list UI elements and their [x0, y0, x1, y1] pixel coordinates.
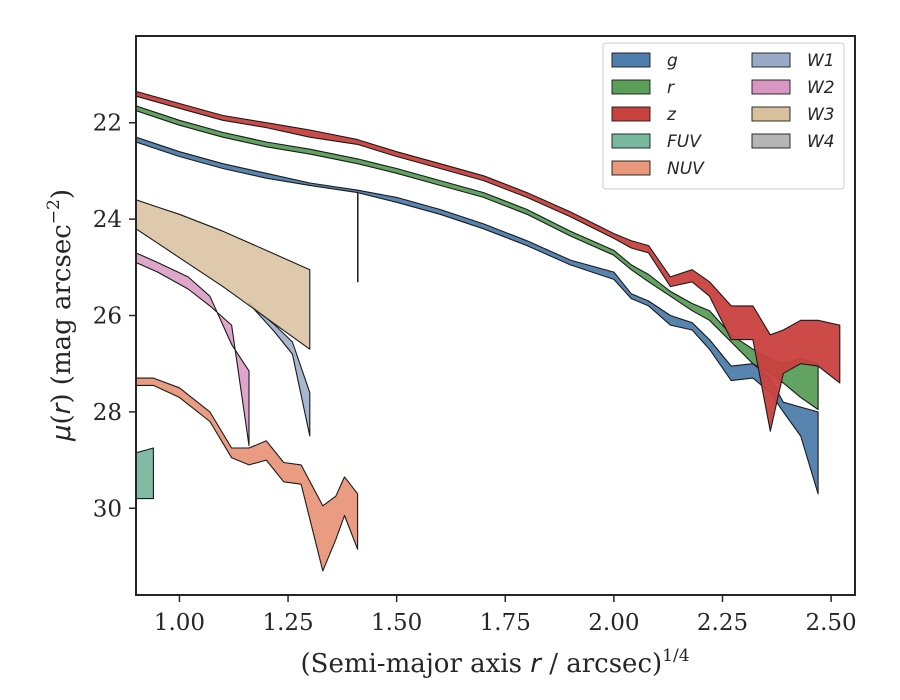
legend-swatch-w3: [751, 106, 791, 122]
legend-swatch-nuv: [611, 160, 651, 176]
legend-box: [602, 42, 845, 190]
y-tick-label: 24: [93, 207, 122, 233]
legend-label-w1: W1: [807, 51, 835, 71]
x-tick-label: 1.50: [371, 610, 422, 636]
legend-swatch-w1: [751, 52, 791, 68]
band-nuv: [136, 377, 359, 572]
legend-swatch-w2: [751, 79, 791, 95]
legend-label-g: g: [667, 51, 678, 71]
legend-swatch-fuv: [611, 133, 651, 149]
x-tick-label: 2.00: [588, 610, 639, 636]
band-r: [136, 105, 819, 411]
legend-label-w2: W2: [807, 78, 835, 98]
band-g: [136, 136, 819, 495]
x-tick-label: 1.00: [154, 610, 205, 636]
x-tick-label: 1.75: [480, 610, 531, 636]
legend-label-z: z: [666, 105, 677, 125]
series-bands: [136, 90, 841, 572]
x-axis-label: (Semi-major axis r / arcsec)1/4: [300, 646, 689, 679]
legend-swatch-z: [611, 106, 651, 122]
band-z: [136, 90, 841, 432]
y-tick-label: 22: [93, 111, 122, 137]
legend: grz FUV NUV W1 W2 W3 W4: [602, 42, 845, 190]
legend-swatch-w4: [751, 133, 791, 149]
y-tick-label: 26: [93, 304, 122, 330]
y-axis-ticks: 22 24 26 28 30: [93, 111, 136, 522]
y-tick-label: 28: [93, 400, 122, 426]
y-tick-label: 30: [93, 496, 122, 522]
band-w2: [136, 252, 250, 447]
band-w3: [136, 199, 311, 350]
x-tick-label: 2.25: [697, 610, 748, 636]
legend-swatch-r: [611, 79, 651, 95]
legend-label-w4: W4: [807, 132, 835, 152]
y-axis-label: μ(r) (mag arcsec−2): [44, 189, 77, 442]
legend-label-r: r: [667, 78, 675, 98]
legend-label-nuv: NUV: [667, 159, 705, 179]
band-w1: [248, 302, 311, 437]
x-tick-label: 1.25: [262, 610, 313, 636]
band-fuv: [136, 447, 154, 500]
legend-swatch-g: [611, 52, 651, 68]
legend-label-fuv: FUV: [667, 132, 702, 152]
x-axis-ticks: 1.00 1.25 1.50 1.75 2.00 2.25 2.50: [154, 595, 857, 636]
legend-label-w3: W3: [807, 105, 835, 125]
x-tick-label: 2.50: [805, 610, 856, 636]
